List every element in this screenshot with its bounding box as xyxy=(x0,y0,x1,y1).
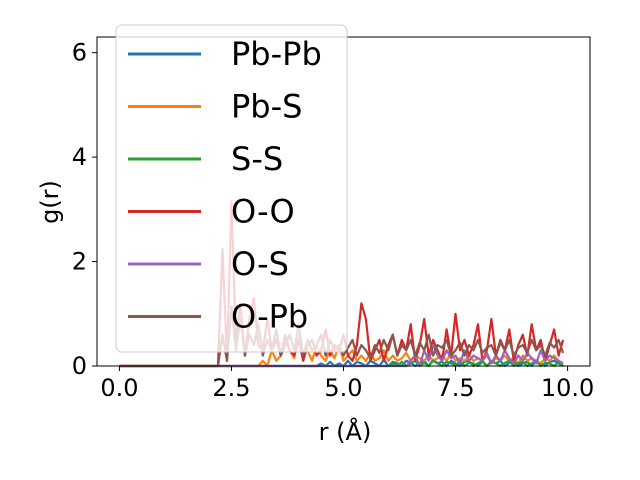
legend: Pb-Pb Pb-S S-S O-O O-S O-Pb xyxy=(115,24,348,353)
y-tick-label: 6 xyxy=(72,39,87,67)
legend-label-s-s: S-S xyxy=(231,140,283,178)
y-axis-label: g(r) xyxy=(36,180,64,224)
y-tick-label: 0 xyxy=(72,352,87,380)
legend-label-o-o: O-O xyxy=(231,193,295,231)
x-tick-label: 5.0 xyxy=(324,374,362,402)
x-tick-label: 10.0 xyxy=(541,374,594,402)
x-axis-ticks: 0.0 2.5 5.0 7.5 10.0 xyxy=(100,366,594,402)
legend-label-o-pb: O-Pb xyxy=(231,298,308,336)
y-tick-label: 4 xyxy=(72,143,87,171)
x-tick-label: 7.5 xyxy=(436,374,474,402)
legend-label-o-s: O-S xyxy=(231,245,289,283)
x-axis-label: r (Å) xyxy=(319,417,372,446)
x-tick-label: 0.0 xyxy=(100,374,138,402)
y-tick-label: 2 xyxy=(72,248,87,276)
y-axis-ticks: 0 2 4 6 xyxy=(72,39,97,380)
x-tick-label: 2.5 xyxy=(212,374,250,402)
legend-label-pb-pb: Pb-Pb xyxy=(231,35,322,73)
legend-label-pb-s: Pb-S xyxy=(231,88,302,126)
plot-area: 0.0 2.5 5.0 7.5 10.0 0 2 4 6 xyxy=(72,36,594,402)
